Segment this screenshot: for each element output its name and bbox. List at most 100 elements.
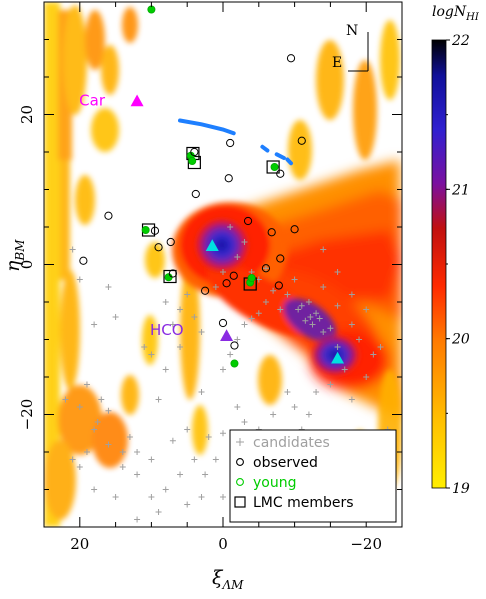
candidate-point — [62, 396, 69, 403]
colorbar-tick-label: 19 — [452, 481, 470, 497]
y-tick-label: 20 — [18, 105, 36, 124]
candidate-point — [262, 299, 269, 305]
x-axis-label-sub: ΛM — [221, 578, 244, 592]
candidate-point — [316, 315, 323, 322]
candidate-point — [327, 325, 334, 332]
y-tick-label: −20 — [18, 399, 36, 431]
colorbar-label-main: logN — [432, 4, 467, 20]
candidate-point — [184, 501, 191, 508]
legend-box — [229, 429, 397, 523]
candidate-point — [98, 396, 105, 403]
candidate-point — [105, 441, 112, 448]
candidate-point — [177, 306, 184, 313]
young-point — [270, 162, 279, 171]
candidate-point — [184, 291, 191, 298]
candidate-point — [169, 321, 176, 328]
candidate-point — [277, 306, 284, 313]
colorbar-tick-label: 22 — [451, 33, 470, 49]
candidate-point — [334, 302, 341, 309]
candidate-point — [334, 344, 341, 350]
young-point — [247, 273, 256, 282]
candidate-point — [162, 366, 169, 373]
x-axis-label-main: ξ — [212, 567, 224, 589]
candidate-point — [363, 306, 370, 313]
legend-entry-young: young — [236, 475, 296, 491]
x-axis-label: ξΛM — [212, 567, 244, 592]
observed-point — [222, 279, 231, 288]
legend-entry-lmc-members: LMC members — [234, 495, 354, 511]
observed-point — [224, 174, 233, 183]
observed-point — [218, 318, 228, 328]
observed-point — [230, 341, 239, 350]
candidate-point — [191, 314, 198, 320]
x-tick-label: 20 — [70, 535, 89, 553]
candidate-point — [320, 329, 327, 335]
candidate-point — [356, 336, 363, 343]
candidate-point — [341, 366, 348, 373]
candidate-point — [184, 426, 191, 433]
candidate-point — [205, 434, 212, 440]
young-point — [164, 273, 173, 282]
candidate-point — [370, 351, 377, 358]
candidate-point — [241, 419, 248, 425]
observed-point — [191, 189, 200, 199]
candidate-point — [255, 310, 262, 317]
candidate-point — [212, 284, 219, 290]
candidate-point — [270, 411, 277, 418]
candidate-point — [313, 389, 320, 395]
candidate-point — [91, 321, 98, 328]
stream-segment — [260, 144, 270, 153]
triangle-lmc — [205, 239, 219, 251]
candidate-point — [91, 426, 98, 433]
candidate-point — [234, 404, 241, 410]
candidate-point — [112, 314, 119, 320]
observed-point — [297, 136, 306, 145]
candidate-point — [162, 486, 169, 493]
observed-point — [286, 54, 296, 63]
y-tick-label: 0 — [18, 260, 36, 270]
observed-point — [79, 256, 88, 265]
candidate-point — [76, 276, 83, 283]
stream-segment — [274, 152, 286, 160]
candidate-point — [198, 494, 205, 500]
candidate-point — [320, 246, 327, 253]
candidate-point — [148, 456, 155, 463]
legend-marker — [236, 478, 244, 486]
candidate-point — [169, 437, 176, 444]
candidate-point — [177, 344, 184, 350]
observed-point — [290, 225, 299, 234]
observed-point — [190, 147, 199, 157]
colorbar-tick-label: 21 — [451, 182, 470, 198]
compass-north-label: N — [346, 23, 358, 39]
legend-entry-candidates: candidates — [236, 435, 330, 451]
candidate-point — [305, 411, 312, 418]
candidate-point — [198, 389, 205, 395]
candidate-point — [262, 265, 269, 272]
candidate-point — [202, 471, 209, 478]
candidate-point — [105, 407, 112, 414]
legend-label: young — [253, 475, 296, 491]
candidate-point — [177, 471, 184, 478]
candidate-point — [220, 494, 226, 500]
candidate-point — [83, 381, 90, 388]
compass-rose: N E — [332, 23, 369, 72]
candidate-point — [234, 254, 241, 260]
colorbar-label: logNHI — [432, 4, 480, 23]
colorbar: logNHI 19 20 21 22 — [431, 4, 480, 497]
observed-point — [261, 264, 271, 273]
legend-marker — [234, 496, 246, 508]
observed-point — [166, 237, 175, 247]
observed-point — [276, 169, 285, 178]
candidate-point — [76, 464, 83, 470]
y-axis-label-sub: BM — [13, 239, 27, 262]
candidate-point — [69, 456, 76, 463]
y-axis-label: ηBM — [2, 239, 27, 272]
observed-series — [79, 54, 306, 350]
candidate-point — [348, 321, 355, 328]
candidate-point — [119, 464, 126, 470]
candidate-point — [198, 329, 205, 335]
candidate-point — [112, 494, 119, 500]
triangle-hco — [220, 329, 234, 341]
candidate-point — [302, 317, 309, 324]
stream-segment — [178, 118, 236, 136]
